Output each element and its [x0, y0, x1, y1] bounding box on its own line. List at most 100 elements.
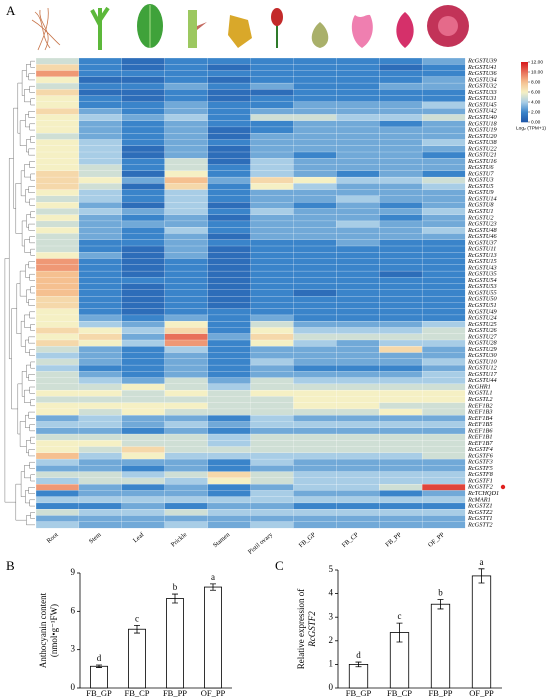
heatmap-cell — [78, 471, 123, 479]
heatmap-cell — [35, 233, 80, 241]
heatmap-cell — [78, 164, 123, 172]
colorbar-step — [521, 110, 528, 112]
heatmap-cell — [421, 95, 466, 103]
heatmap-cell — [293, 383, 337, 391]
heatmap-cell — [121, 415, 166, 422]
error-bar — [134, 624, 140, 634]
heatmap-cell — [379, 89, 423, 96]
row-label: RcGHR1 — [467, 383, 491, 390]
heatmap-cell — [379, 183, 423, 190]
y-tick-label: 3 — [329, 611, 334, 621]
heatmap-cell — [121, 57, 166, 65]
heatmap-cell — [164, 183, 208, 190]
heatmap-cell — [336, 415, 380, 422]
heatmap-cell — [121, 101, 166, 109]
heatmap-cell — [121, 76, 166, 84]
dendrogram-branch — [29, 161, 35, 168]
heatmap-cell — [421, 195, 466, 203]
heatmap-cell — [250, 258, 294, 266]
heatmap-cell — [207, 371, 251, 378]
heatmap-cell — [250, 364, 294, 372]
row-label: RcGSTU50 — [467, 296, 498, 303]
y-axis-label: RcGSTF2 — [307, 611, 317, 648]
colorbar-step — [521, 75, 528, 77]
heatmap-cell — [35, 145, 80, 153]
heatmap-cell — [78, 408, 123, 416]
heatmap-cell — [379, 421, 423, 429]
heatmap-cell — [250, 220, 294, 228]
heatmap-cell — [421, 296, 466, 303]
row-label: RcGSTU13 — [467, 252, 497, 259]
row-label: RcGSTU24 — [467, 315, 497, 322]
heatmap-cell — [35, 521, 80, 529]
column-label: Pistil ovary — [247, 531, 275, 556]
heatmap-cell — [164, 490, 208, 497]
heatmap-cell — [121, 502, 166, 510]
heatmap-cell — [78, 270, 123, 278]
dendrogram-branch — [29, 236, 35, 244]
heatmap-cell — [336, 126, 380, 134]
heatmap-cell — [293, 458, 337, 466]
heatmap-cell — [379, 427, 423, 435]
heatmap-cell — [336, 164, 380, 172]
dendrogram-branch — [30, 286, 35, 294]
heatmap-cell — [250, 302, 294, 309]
row-label: RcEF1B6 — [467, 427, 493, 434]
heatmap-cell — [250, 170, 294, 178]
row-label: RcGSTU3 — [467, 177, 494, 184]
heatmap-cell — [121, 371, 166, 378]
heatmap-cell — [35, 245, 80, 253]
heatmap-cell — [35, 208, 80, 215]
heatmap-cell — [250, 352, 294, 360]
heatmap-cell — [35, 89, 80, 96]
colorbar-step — [521, 114, 528, 116]
heatmap-cell — [121, 139, 166, 147]
heatmap-cell — [336, 82, 380, 90]
heatmap-cell — [35, 490, 80, 497]
heatmap-cell — [250, 383, 294, 391]
colorbar-step — [521, 85, 528, 87]
colorbar-step — [521, 89, 528, 91]
colorbar-step — [521, 116, 528, 118]
heatmap-cell — [293, 321, 337, 328]
colorbar-step — [521, 121, 528, 123]
row-label: RcGSTU35 — [467, 271, 497, 278]
y-tick-label: 9 — [71, 567, 76, 577]
heatmap-cell — [336, 321, 380, 328]
colorbar-step — [521, 63, 528, 65]
dendrogram-branch — [28, 299, 35, 306]
row-label: RcGSTU32 — [467, 83, 498, 90]
heatmap-cell — [293, 145, 337, 153]
heatmap-cell — [35, 364, 80, 372]
heatmap-cell — [121, 164, 166, 172]
heatmap-cell — [336, 239, 380, 247]
heatmap-cell — [78, 446, 123, 454]
heatmap-cell — [164, 427, 208, 435]
heatmap-cell — [207, 321, 251, 328]
colorbar-step — [521, 68, 528, 70]
heatmap-cell — [207, 333, 251, 341]
heatmap-cell — [121, 239, 166, 247]
heatmap-cell — [35, 515, 80, 523]
heatmap-cell — [78, 377, 123, 385]
heatmap-cell — [336, 484, 380, 491]
dendrogram-branch — [30, 136, 35, 143]
heatmap-cell — [336, 402, 380, 410]
heatmap-cell — [207, 220, 251, 228]
heatmap-cell — [421, 133, 466, 140]
error-bar — [355, 661, 362, 668]
heatmap-cell — [250, 239, 294, 247]
heatmap-cell — [421, 433, 466, 441]
x-tick-label: FB_PP — [163, 688, 187, 698]
row-label: RcGSTU30 — [467, 352, 498, 359]
heatmap-cell — [207, 126, 251, 134]
dendrogram-branch — [30, 512, 35, 519]
heatmap-cell — [379, 195, 423, 203]
heatmap-cell — [336, 264, 380, 272]
heatmap-cell — [336, 289, 380, 297]
colorbar-tick-label: 8.00 — [531, 79, 541, 85]
row-label: RcGSTF2 — [467, 484, 494, 491]
heatmap-cell — [35, 346, 80, 353]
heatmap-cell — [78, 314, 123, 322]
row-label: RcGSTU38 — [467, 139, 498, 146]
